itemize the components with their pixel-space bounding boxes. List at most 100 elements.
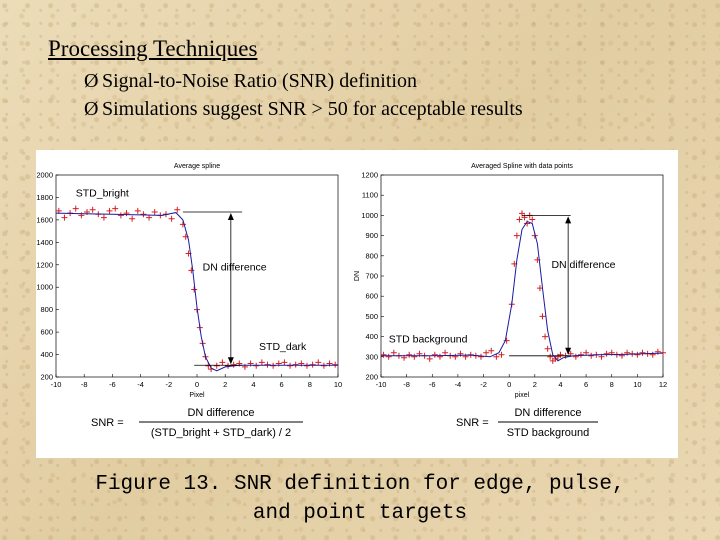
data-point-marker (117, 212, 124, 219)
formula-lhs: SNR = (456, 417, 489, 429)
data-point-marker (287, 362, 294, 369)
data-point-marker (547, 353, 554, 360)
y-tick-label: 600 (365, 292, 378, 301)
data-point-marker (513, 232, 520, 239)
caption-line-2: and point targets (252, 502, 468, 525)
y-tick-label: 1000 (361, 211, 378, 220)
data-point-marker (588, 352, 595, 359)
formula-denominator: STD background (507, 427, 590, 439)
x-tick-label: 0 (507, 380, 511, 389)
data-point-marker (146, 214, 153, 221)
arrow-head-icon (227, 213, 234, 221)
chart-title: Average spline (174, 163, 220, 170)
y-tick-label: 1100 (362, 191, 378, 200)
x-tick-label: 2 (533, 380, 537, 389)
data-point-marker (539, 313, 546, 320)
data-point-marker (191, 286, 198, 293)
data-point-marker (134, 207, 141, 214)
data-point-marker (380, 351, 387, 358)
data-point-marker (270, 362, 277, 369)
x-tick-label: 6 (280, 380, 284, 389)
data-point-marker (603, 350, 610, 357)
arrow-head-icon (565, 216, 572, 224)
data-point-marker (303, 362, 310, 369)
x-axis-label: Pixel (189, 392, 205, 399)
data-point-marker (411, 353, 418, 360)
data-point-marker (544, 345, 551, 352)
data-point-marker (542, 333, 549, 340)
data-point-marker (174, 206, 181, 213)
data-point-marker (488, 347, 495, 354)
y-tick-label: 800 (40, 305, 53, 314)
y-tick-label: 1400 (36, 238, 53, 247)
x-tick-label: -8 (403, 380, 410, 389)
x-tick-label: 6 (584, 380, 588, 389)
data-point-marker (634, 351, 641, 358)
data-point-marker (390, 349, 397, 356)
data-point-marker (639, 349, 646, 356)
y-tick-label: 500 (365, 312, 378, 321)
data-point-marker (436, 353, 443, 360)
data-point-marker (72, 205, 79, 212)
annotation-dn-difference: DN difference (551, 259, 615, 271)
y-tick-label: 400 (40, 350, 53, 359)
x-tick-label: -2 (165, 380, 172, 389)
data-point-marker (106, 207, 113, 214)
annotation-std-bright: STD_bright (76, 187, 129, 199)
data-point-marker (618, 352, 625, 359)
data-point-marker (253, 362, 260, 369)
data-point-marker (292, 361, 299, 368)
data-point-marker (151, 209, 158, 216)
data-point-marker (516, 216, 523, 223)
data-point-marker (168, 215, 175, 222)
y-tick-label: 200 (40, 373, 53, 382)
y-axis-label: DN (354, 271, 361, 281)
x-tick-label: -8 (81, 380, 88, 389)
arrow-bullet-icon: Ø (84, 70, 99, 92)
x-tick-label: 4 (251, 380, 255, 389)
data-point-marker (100, 214, 107, 221)
x-tick-label: -2 (480, 380, 487, 389)
x-tick-label: 4 (558, 380, 562, 389)
slide-title: Processing Techniques (48, 36, 258, 61)
data-point-marker (219, 359, 226, 366)
data-point-marker (140, 211, 147, 218)
data-point-marker (536, 285, 543, 292)
caption-line-1: Figure 13. SNR definition for edge, puls… (95, 473, 625, 496)
data-point-marker (230, 361, 237, 368)
y-tick-label: 200 (365, 373, 378, 382)
data-point-marker (493, 353, 500, 360)
formula-denominator: (STD_bright + STD_dark) / 2 (151, 427, 291, 439)
data-point-marker (264, 361, 271, 368)
data-point-marker (61, 214, 68, 221)
data-point-marker (529, 216, 536, 223)
annotation-dn-difference: DN difference (203, 261, 267, 273)
y-tick-label: 700 (365, 272, 378, 281)
chart-title: Averaged Spline with data points (471, 163, 573, 170)
data-point-marker (557, 351, 564, 358)
x-tick-label: 8 (308, 380, 312, 389)
data-point-marker (213, 362, 220, 369)
data-point-marker (112, 205, 119, 212)
x-tick-label: 10 (334, 380, 342, 389)
x-tick-label: -10 (376, 380, 387, 389)
data-point-marker (498, 351, 505, 358)
data-point-marker (89, 206, 96, 213)
data-point-marker (320, 362, 327, 369)
data-point-marker (431, 351, 438, 358)
data-point-marker (258, 359, 265, 366)
x-tick-label: -10 (51, 380, 62, 389)
y-tick-label: 1200 (361, 171, 378, 180)
data-point-marker (572, 353, 579, 360)
arrow-head-icon (227, 357, 234, 365)
x-tick-label: 10 (633, 380, 641, 389)
figure-caption: Figure 13. SNR definition for edge, puls… (0, 470, 720, 528)
plot-frame (380, 174, 664, 378)
data-point-marker (179, 221, 186, 228)
x-axis-label: pixel (515, 392, 530, 399)
x-tick-label: 8 (610, 380, 614, 389)
bullet-text: Simulations suggest SNR > 50 for accepta… (102, 98, 523, 120)
data-point-marker (406, 351, 413, 358)
y-tick-label: 2000 (36, 171, 53, 180)
x-tick-label: -6 (109, 380, 116, 389)
